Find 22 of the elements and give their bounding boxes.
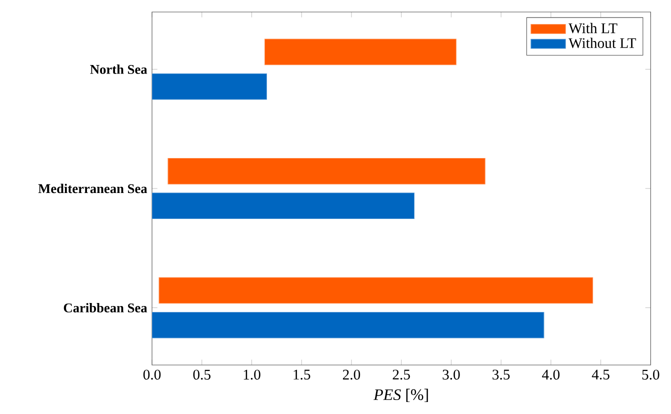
x-tick-label: 1.5 bbox=[294, 370, 310, 380]
x-tick-label: 4.5 bbox=[592, 370, 610, 380]
x-axis-title: PES [%] bbox=[373, 388, 428, 402]
x-tick-label: 0.5 bbox=[193, 370, 210, 380]
y-tick-label: North Sea bbox=[90, 64, 148, 74]
x-tick-label: 2.5 bbox=[392, 370, 410, 380]
bar bbox=[264, 38, 456, 66]
x-tick-label: 2.0 bbox=[342, 370, 360, 380]
x-tick-label: 5.0 bbox=[642, 370, 660, 380]
y-tick-label: Mediterranean Sea bbox=[38, 184, 148, 194]
bar bbox=[168, 158, 486, 184]
bar bbox=[152, 312, 544, 338]
x-tick-label: 3.5 bbox=[492, 370, 510, 380]
x-tick-label: 1.0 bbox=[244, 370, 260, 380]
legend-label: With LT bbox=[568, 22, 618, 34]
x-tick-label: 0.0 bbox=[143, 370, 161, 380]
x-tick-label: 4.0 bbox=[542, 370, 560, 380]
bar bbox=[158, 277, 594, 304]
y-tick-label: Caribbean Sea bbox=[64, 303, 148, 312]
bar bbox=[152, 73, 267, 100]
x-tick-label: 3.0 bbox=[442, 370, 460, 380]
legend-label: Without LT bbox=[568, 38, 636, 48]
